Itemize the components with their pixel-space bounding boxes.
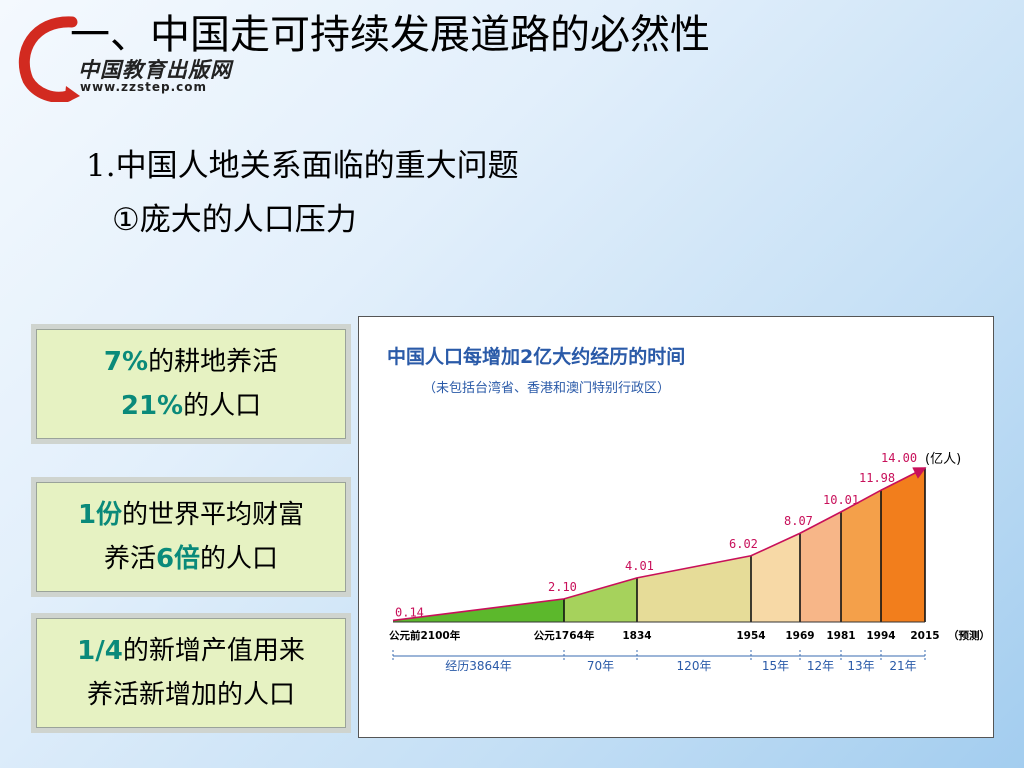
highlight-value: 7%	[103, 347, 149, 377]
data-label: 2.10	[548, 580, 577, 594]
span-label: 70年	[587, 659, 614, 673]
x-tick-label: 1994	[866, 630, 895, 642]
x-tick-label: 2015	[910, 630, 939, 642]
fact-text: 的新增产值用来	[122, 636, 305, 666]
area-segment	[800, 511, 841, 622]
logo: 中国教育出版网 www.zzstep.com	[14, 10, 254, 102]
fact-line: 养活6倍的人口	[104, 537, 278, 581]
page-title: 一、中国走可持续发展道路的必然性	[70, 12, 710, 58]
highlight-value: 1/4	[77, 636, 123, 666]
x-tick-label: 1954	[736, 630, 765, 642]
highlight-value: 21%	[120, 391, 184, 421]
data-label: 11.98	[859, 471, 895, 485]
chart-title: 中国人口每增加2亿大约经历的时间	[387, 345, 685, 368]
span-label: 13年	[847, 659, 874, 673]
x-tick-label: 1969	[785, 630, 814, 642]
highlight-value: 6倍	[155, 544, 201, 574]
span-label: 12年	[807, 659, 834, 673]
span-label: 15年	[762, 659, 789, 673]
fact-text: 的人口	[200, 544, 279, 574]
x-tick-label: 1981	[826, 630, 855, 642]
logo-url: www.zzstep.com	[80, 80, 208, 94]
section-number: 1.	[86, 148, 116, 184]
x-tick-label: 公元前2100年	[389, 629, 461, 642]
fact-text: 养活新增加的人口	[86, 680, 295, 710]
area-segment	[751, 533, 800, 622]
logo-text: 中国教育出版网	[78, 57, 232, 82]
highlight-value: 1份	[77, 500, 123, 530]
data-label: 8.07	[784, 514, 813, 528]
data-label: 14.00	[881, 451, 917, 465]
subsection-heading: ①庞大的人口压力	[112, 202, 357, 238]
fact-text: 的世界平均财富	[122, 500, 305, 530]
fact-text: 的人口	[183, 391, 262, 421]
fact-line: 1份的世界平均财富	[78, 493, 304, 537]
span-label: 120年	[677, 659, 712, 673]
fact-line: 21%的人口	[121, 384, 261, 428]
fact-text: 的耕地养活	[148, 347, 279, 377]
fact-box-farmland: 7%的耕地养活 21%的人口	[31, 324, 351, 444]
population-line	[392, 467, 927, 622]
chart-subtitle: （未包括台湾省、香港和澳门特别行政区）	[423, 380, 670, 396]
section-heading: 1.中国人地关系面临的重大问题	[86, 140, 519, 185]
data-label: 10.01	[823, 493, 859, 507]
x-tick-label: 公元1764年	[534, 629, 595, 642]
data-label: 6.02	[729, 537, 758, 551]
data-label: 0.14	[395, 605, 424, 619]
span-label: 21年	[889, 659, 916, 673]
fact-line: 7%的耕地养活	[104, 340, 278, 384]
data-label: 4.01	[625, 559, 654, 573]
chart-unit: (亿人)	[925, 452, 961, 467]
population-chart: 中国人口每增加2亿大约经历的时间 （未包括台湾省、香港和澳门特别行政区） (亿人…	[358, 316, 994, 738]
area-segment	[841, 490, 881, 622]
area-segment	[637, 555, 751, 622]
population-chart-svg: 中国人口每增加2亿大约经历的时间 （未包括台湾省、香港和澳门特别行政区） (亿人…	[387, 345, 990, 673]
forecast-label: （预测）	[948, 629, 990, 642]
span-label: 经历3864年	[445, 659, 512, 673]
fact-box-wealth: 1份的世界平均财富 养活6倍的人口	[31, 477, 351, 597]
area-segment	[564, 577, 637, 622]
fact-text: 养活	[103, 544, 156, 574]
fact-line: 1/4的新增产值用来	[77, 629, 305, 673]
section-heading-text: 中国人地关系面临的重大问题	[115, 148, 519, 184]
fact-box-output: 1/4的新增产值用来 养活新增加的人口	[31, 613, 351, 733]
fact-line: 养活新增加的人口	[87, 673, 295, 717]
x-tick-label: 1834	[622, 630, 651, 642]
area-segment	[881, 468, 925, 622]
logo-arc-icon	[18, 16, 80, 102]
